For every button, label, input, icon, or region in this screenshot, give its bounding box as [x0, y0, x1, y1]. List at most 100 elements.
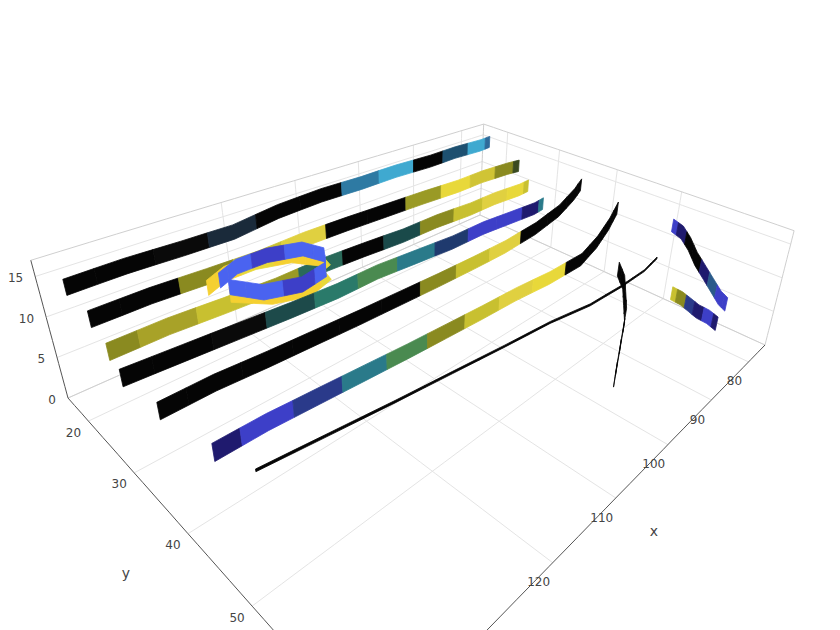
ribbon-piece: [178, 260, 235, 294]
z-tick-label: 15: [8, 271, 23, 285]
labels: 809010011012020304050051015xy: [8, 271, 742, 625]
z-grid-line: [68, 215, 765, 398]
x-grid-line: [413, 145, 711, 400]
ribbon: [63, 136, 490, 295]
ribbon-piece: [499, 280, 533, 310]
ribbon-piece: [314, 274, 358, 308]
ribbon-piece: [342, 354, 387, 392]
ribbon-piece: [520, 214, 548, 244]
ribbon-piece: [397, 243, 435, 271]
ribbon-piece: [571, 295, 606, 315]
ribbon-piece: [63, 269, 98, 296]
ribbon-piece: [565, 245, 590, 275]
ribbon-piece: [428, 315, 466, 349]
ribbon-piece: [381, 282, 420, 315]
ribbon: [218, 242, 326, 300]
y-grid-line: [88, 132, 507, 421]
ribbon-piece: [711, 314, 718, 331]
ribbon-piece: [485, 136, 490, 149]
y-tick-label: 30: [112, 477, 127, 491]
ribbon-piece: [265, 293, 315, 328]
ribbon-piece: [358, 257, 398, 288]
ribbon-piece: [341, 171, 379, 196]
x-tick-label: 110: [590, 511, 613, 525]
ribbon-piece: [443, 143, 468, 163]
ribbon-piece: [293, 376, 343, 417]
ribbon-piece: [588, 227, 603, 257]
ribbon-piece: [532, 262, 566, 292]
ribbon-piece: [342, 236, 384, 265]
ribbon-piece: [406, 186, 442, 211]
ribbon: [212, 202, 619, 462]
chart: 809010011012020304050051015xy: [0, 0, 840, 630]
box-edge: [31, 124, 484, 260]
ribbon-piece: [379, 160, 414, 183]
y-grid-line: [188, 170, 617, 534]
ribbon-piece: [613, 202, 619, 222]
ribbon: [87, 160, 519, 328]
ribbon-piece: [339, 300, 382, 334]
ribbon-piece: [212, 428, 243, 462]
ribbon: [671, 287, 719, 331]
ribbon-piece: [387, 334, 428, 370]
ribbon-piece: [153, 233, 210, 265]
z-grid-line: [57, 188, 774, 357]
ribbon-piece: [363, 386, 424, 419]
ribbon: [672, 219, 728, 311]
ribbon-piece: [227, 254, 253, 281]
box-edge: [68, 215, 480, 398]
ribbon-piece: [547, 197, 567, 226]
ribbon-piece: [119, 357, 155, 387]
ribbon-piece: [282, 269, 315, 296]
ribbon-piece: [300, 183, 343, 211]
ribbon-piece: [119, 278, 181, 315]
x-tick-label: 80: [727, 374, 742, 388]
ribbon-piece: [245, 281, 284, 300]
ribbon: [106, 180, 529, 361]
ribbon-piece: [722, 294, 728, 311]
ribbon-piece: [157, 388, 189, 420]
ribbon-piece: [240, 401, 295, 446]
ribbon: [119, 198, 543, 387]
frame: [31, 124, 794, 630]
ribbon-piece: [489, 231, 521, 261]
ribbon-piece: [606, 278, 633, 297]
ribbon-piece: [528, 312, 571, 335]
ribbon-piece: [384, 222, 421, 250]
box-edge: [484, 124, 794, 231]
ribbon-piece: [256, 450, 295, 472]
ribbon-piece: [414, 151, 444, 172]
ribbon-piece: [496, 207, 522, 229]
ribbon-piece: [482, 188, 507, 210]
box-edge: [765, 231, 794, 345]
ribbon-piece: [538, 198, 543, 212]
ribbon-piece: [425, 358, 480, 388]
ribbon-piece: [137, 308, 199, 348]
ribbon-piece: [470, 167, 495, 188]
ribbon-piece: [468, 138, 486, 155]
ribbon-piece: [454, 198, 483, 222]
ribbon-piece: [602, 210, 614, 239]
grid: [35, 131, 791, 606]
ribbon-piece: [251, 245, 286, 268]
ribbon-piece: [94, 250, 156, 285]
z-tick-label: 10: [19, 312, 34, 326]
ribbon-piece: [456, 248, 490, 278]
ribbon: [614, 262, 627, 387]
ribbon-piece: [435, 229, 469, 256]
ribbon-piece: [633, 263, 651, 279]
ribbon-piece: [420, 265, 456, 296]
x-tick-label: 120: [527, 575, 550, 589]
x-axis-line: [375, 345, 765, 630]
ribbon-piece: [651, 257, 658, 265]
ribbon-piece: [186, 363, 243, 406]
ribbon-piece: [566, 184, 578, 209]
ribbon-piece: [106, 330, 141, 360]
y-tick-label: 40: [165, 538, 180, 552]
x-tick-label: 90: [690, 413, 705, 427]
ribbon-piece: [468, 217, 497, 242]
y-tick-label: 50: [229, 611, 244, 625]
x-axis-title: x: [650, 523, 658, 539]
ribbons: [63, 136, 728, 471]
ribbon-piece: [294, 416, 364, 453]
